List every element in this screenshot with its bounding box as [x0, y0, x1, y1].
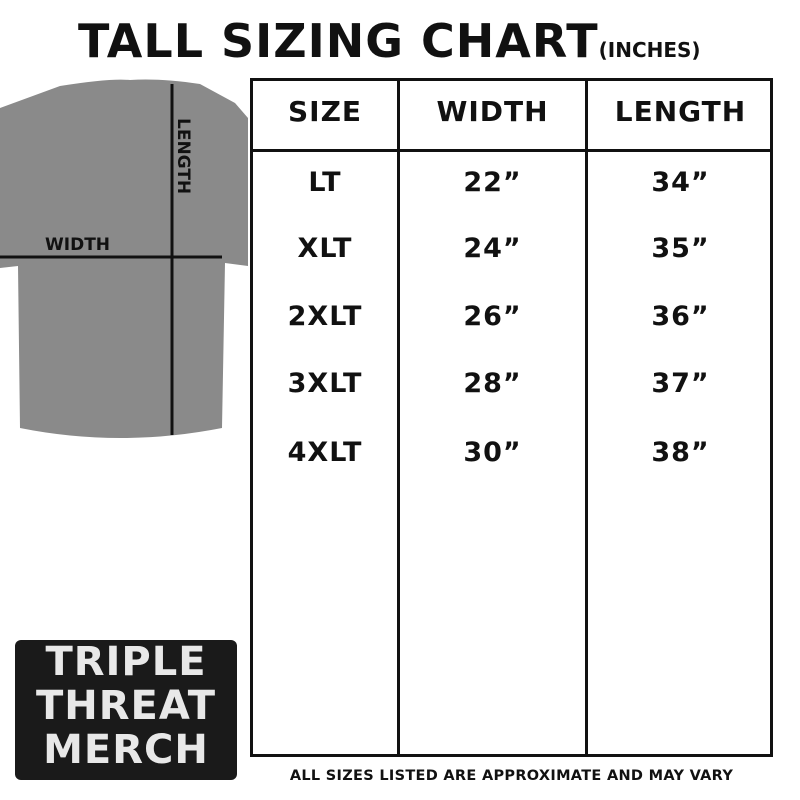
column-divider: [397, 81, 400, 754]
table-cell: 4XLT: [287, 437, 363, 468]
unit-label: (INCHES): [598, 38, 701, 62]
table-cell: LT: [308, 167, 342, 198]
table-cell: 24”: [463, 233, 522, 264]
header-width: WIDTH: [436, 95, 549, 128]
header-size: SIZE: [287, 95, 362, 128]
table-cell: 37”: [651, 368, 710, 399]
title-text: TALL SIZING CHART: [78, 14, 599, 68]
column-divider: [585, 81, 588, 754]
table-cell: 3XLT: [287, 368, 363, 399]
table-cell: 36”: [651, 301, 710, 332]
page-title: TALL SIZING CHART(INCHES): [78, 14, 701, 68]
table-cell: 30”: [463, 437, 522, 468]
header-divider: [253, 149, 770, 152]
triple-threat-merch-logo: TRIPLE THREAT MERCH: [15, 640, 237, 780]
logo-line: MERCH: [43, 727, 209, 773]
table-cell: XLT: [297, 233, 353, 264]
table-cell: 35”: [651, 233, 710, 264]
table-cell: 26”: [463, 301, 522, 332]
table-cell: 2XLT: [287, 301, 363, 332]
disclaimer: ALL SIZES LISTED ARE APPROXIMATE AND MAY…: [289, 768, 734, 784]
header-length: LENGTH: [614, 95, 747, 128]
size-table: SIZE WIDTH LENGTH LT 22” 34” XLT 24” 35” 2XLT 26” 3…: [250, 78, 773, 757]
table-cell: 34”: [651, 167, 710, 198]
width-label: WIDTH: [45, 235, 110, 255]
length-label: LENGTH: [173, 118, 193, 194]
table-cell: 22”: [463, 167, 522, 198]
logo-line: TRIPLE: [45, 639, 207, 685]
table-cell: 28”: [463, 368, 522, 399]
shirt-diagram: WIDTH LENGTH: [0, 79, 248, 438]
shirt-shape: [0, 79, 248, 438]
logo-line: THREAT: [35, 683, 217, 729]
table-cell: 38”: [651, 437, 710, 468]
